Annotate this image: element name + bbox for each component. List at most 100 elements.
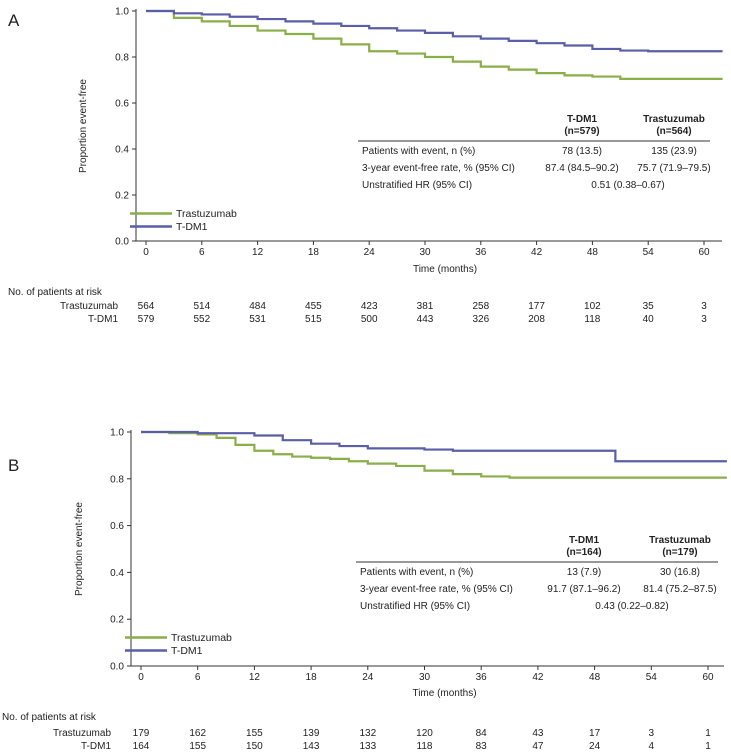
stats-row-label: 3-year event-free rate, % (95% CI) [362, 163, 515, 174]
risk-value: 132 [359, 728, 376, 739]
risk-value: 423 [361, 301, 378, 312]
series-line-trastuzumab [141, 430, 727, 479]
x-tick-label: 36 [476, 672, 488, 683]
risk-value: 155 [246, 728, 263, 739]
x-tick-label: 54 [643, 247, 655, 258]
stats-col-head: Trastuzumab [649, 535, 711, 546]
y-tick-label: 0.0 [115, 237, 129, 248]
y-tick-label: 0.2 [110, 615, 124, 626]
stats-col-n: (n=164) [566, 547, 601, 558]
risk-value: 4 [649, 741, 655, 752]
risk-value: 515 [305, 314, 322, 325]
panel-a: A 0.0 0.2 0.4 0.6 0.8 1.0 0 6 12 18 24 30 36 42 48 54 60 T… [8, 7, 723, 325]
risk-value: 455 [305, 301, 322, 312]
risk-table-title: No. of patients at risk [2, 712, 97, 723]
x-tick-label: 6 [199, 247, 205, 258]
series-line-trastuzumab [146, 9, 723, 80]
risk-value: 162 [189, 728, 206, 739]
risk-value: 1 [705, 728, 711, 739]
stats-value: 135 (23.9) [651, 146, 697, 157]
risk-value: 139 [303, 728, 320, 739]
risk-value: 17 [589, 728, 601, 739]
stats-hr-label: Unstratified HR (95% CI) [360, 601, 470, 612]
x-tick-label: 30 [419, 247, 431, 258]
x-axis-label: Time (months) [412, 688, 476, 699]
risk-value: 3 [701, 314, 707, 325]
risk-value: 133 [359, 741, 376, 752]
y-tick-label: 0.8 [110, 474, 124, 485]
stats-row-label: Patients with event, n (%) [360, 567, 473, 578]
stats-row-label: Patients with event, n (%) [362, 146, 475, 157]
risk-row-label: Trastuzumab [53, 728, 111, 739]
x-tick-label: 12 [249, 672, 261, 683]
x-tick-label: 18 [306, 672, 318, 683]
x-tick-label: 0 [138, 672, 144, 683]
panel-label: A [8, 11, 20, 30]
series-line-t-dm1 [141, 430, 727, 463]
stats-hr-value: 0.43 (0.22–0.82) [595, 601, 668, 612]
y-tick-label: 0.0 [110, 662, 124, 673]
risk-value: 552 [193, 314, 210, 325]
stats-value: 81.4 (75.2–87.5) [643, 584, 716, 595]
x-axis-label: Time (months) [413, 264, 477, 275]
x-tick-label: 42 [532, 672, 544, 683]
stats-value: 78 (13.5) [562, 146, 602, 157]
x-tick-label: 30 [419, 672, 431, 683]
risk-value: 177 [528, 301, 545, 312]
stats-col-n: (n=179) [662, 547, 697, 558]
stats-col-n: (n=564) [656, 126, 691, 137]
legend-entry: T-DM1 [171, 645, 203, 657]
risk-row-label: T-DM1 [81, 741, 111, 752]
risk-value: 35 [643, 301, 655, 312]
risk-row-label: Trastuzumab [60, 301, 118, 312]
risk-row-label: T-DM1 [88, 314, 118, 325]
risk-value: 500 [361, 314, 378, 325]
risk-value: 514 [193, 301, 210, 312]
risk-value: 43 [532, 728, 544, 739]
risk-value: 164 [133, 741, 150, 752]
x-tick-label: 48 [589, 672, 601, 683]
risk-value: 579 [138, 314, 155, 325]
stats-hr-value: 0.51 (0.38–0.67) [591, 180, 664, 191]
panel-b: B 0.0 0.2 0.4 0.6 0.8 1.0 0 6 12 18 24 30 36 42 48 54 60 T… [2, 428, 727, 752]
y-axis-label: Proportion event-free [74, 502, 85, 596]
stats-value: 87.4 (84.5–90.2) [545, 163, 618, 174]
risk-value: 443 [417, 314, 434, 325]
x-tick-label: 54 [646, 672, 658, 683]
risk-value: 118 [584, 314, 600, 325]
stats-col-head: T-DM1 [567, 114, 597, 125]
stats-hr-label: Unstratified HR (95% CI) [362, 180, 472, 191]
y-tick-label: 0.4 [110, 568, 124, 579]
risk-value: 1 [705, 741, 711, 752]
x-tick-label: 12 [252, 247, 264, 258]
x-tick-label: 60 [698, 247, 710, 258]
risk-value: 120 [416, 728, 433, 739]
risk-value: 47 [532, 741, 544, 752]
y-tick-label: 0.6 [110, 521, 124, 532]
risk-value: 326 [472, 314, 489, 325]
stats-row-label: 3-year event-free rate, % (95% CI) [360, 584, 513, 595]
x-tick-label: 60 [702, 672, 714, 683]
x-tick-label: 0 [143, 247, 149, 258]
risk-value: 208 [528, 314, 545, 325]
risk-value: 564 [138, 301, 155, 312]
risk-value: 3 [649, 728, 655, 739]
risk-value: 531 [249, 314, 266, 325]
x-tick-label: 18 [308, 247, 320, 258]
risk-value: 179 [133, 728, 150, 739]
risk-value: 84 [476, 728, 488, 739]
legend-entry: Trastuzumab [171, 632, 232, 644]
risk-value: 150 [246, 741, 263, 752]
series-line-t-dm1 [146, 9, 723, 53]
risk-value: 118 [417, 741, 433, 752]
risk-value: 484 [249, 301, 266, 312]
risk-value: 3 [701, 301, 707, 312]
stats-col-n: (n=579) [564, 126, 599, 137]
risk-value: 381 [417, 301, 434, 312]
x-tick-label: 42 [531, 247, 543, 258]
risk-table-title: No. of patients at risk [8, 287, 103, 298]
stats-value: 13 (7.9) [567, 567, 601, 578]
y-axis-label: Proportion event-free [78, 79, 89, 173]
risk-value: 155 [189, 741, 206, 752]
